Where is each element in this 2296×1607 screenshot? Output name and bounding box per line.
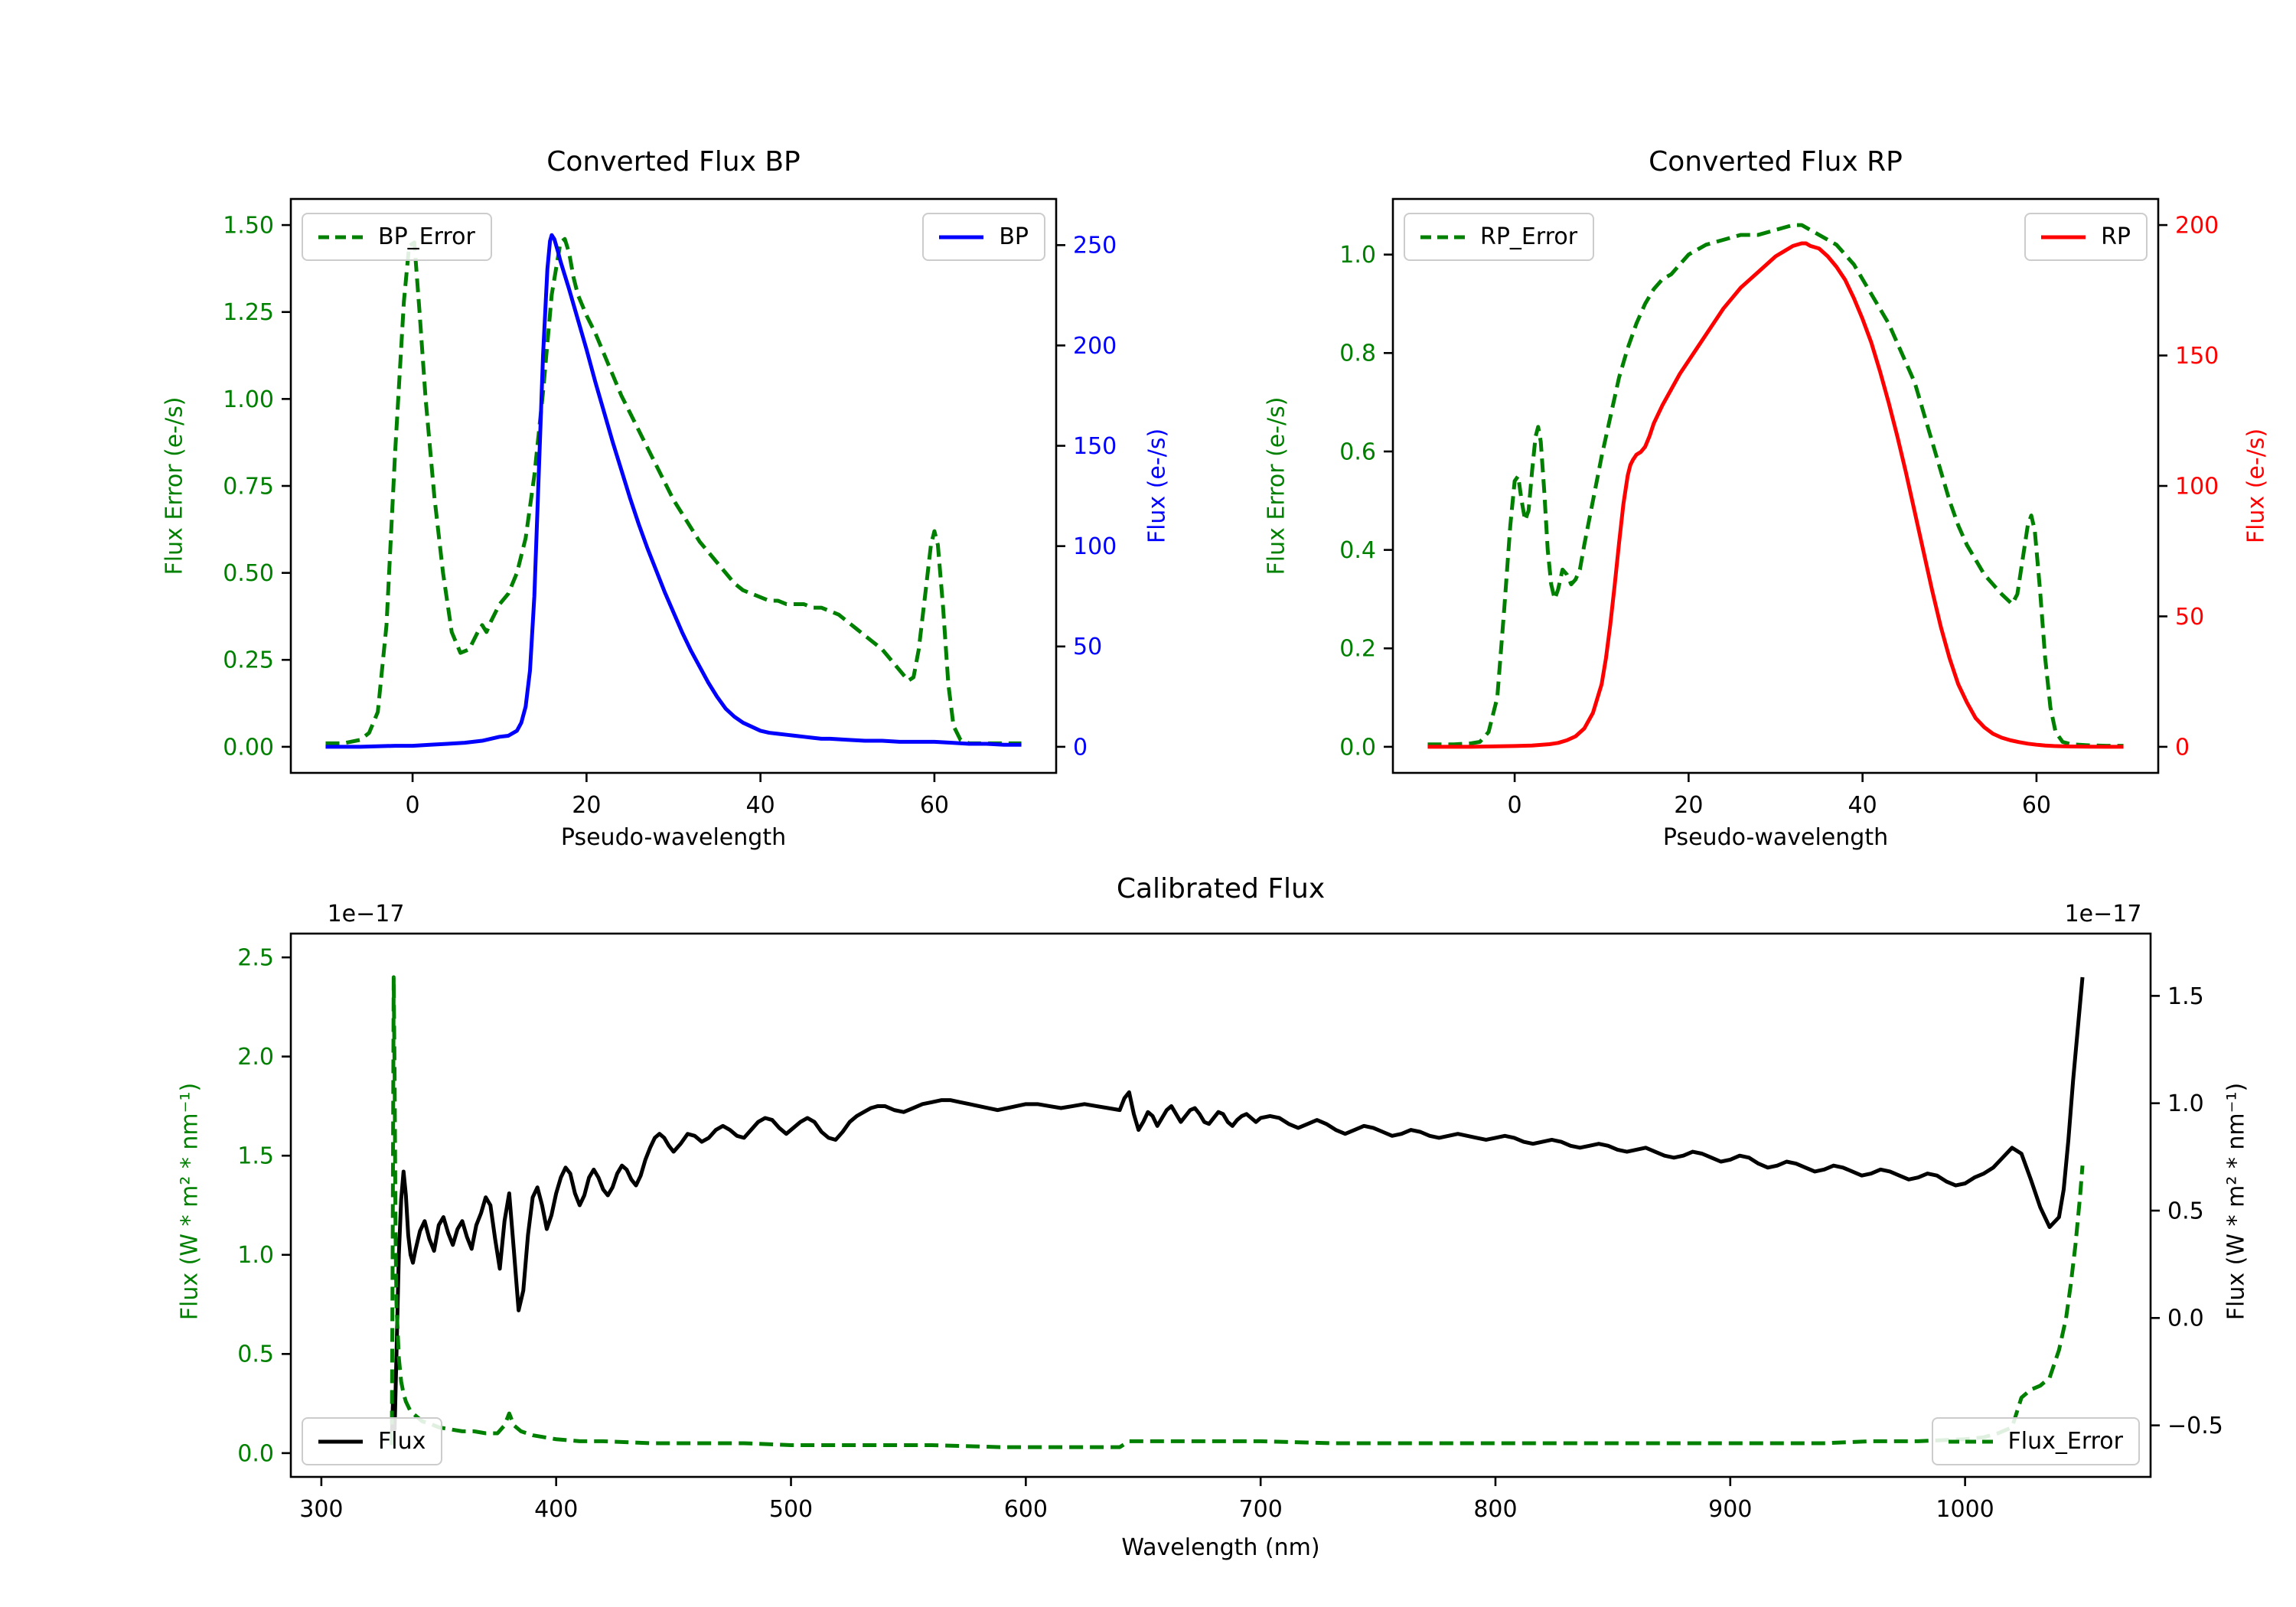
y-tick-label-right: 150 [1073,433,1117,460]
x-tick-label: 20 [572,792,601,819]
legend-label: BP [999,223,1029,250]
x-tick-label: 600 [1004,1496,1048,1523]
y-tick-label-right: −0.5 [2167,1413,2223,1439]
series-Flux [390,976,2085,1438]
legend-bp-error: BP_Error [302,213,492,261]
y-tick-label-left: 2.0 [237,1044,274,1071]
y-axis-label-rp-right: Flux (e-/s) [2242,428,2270,544]
x-axis-label-cal: Wavelength (nm) [1121,1534,1320,1561]
y-tick-label-left: 1.25 [223,299,274,326]
x-tick-label: 20 [1674,792,1703,819]
y-tick-label-left: 0.0 [237,1440,274,1467]
series-BP [325,233,1022,749]
y-tick-label-right: 0 [1073,734,1088,761]
dashed-line-icon [1948,1439,1993,1443]
y-tick-label-left: 0.00 [223,734,274,761]
x-tick-label: 300 [299,1496,343,1523]
solid-line-icon [2041,235,2086,239]
x-tick-label: 0 [1508,792,1522,819]
legend-label: Flux_Error [2007,1428,2123,1455]
plot-frame-rp [1391,197,2160,774]
series-RP [1427,241,2124,749]
legend-label: RP [2101,223,2131,250]
x-tick-label: 60 [920,792,949,819]
x-tick-label: 700 [1239,1496,1283,1523]
solid-line-icon [939,235,984,239]
legend-label: Flux [378,1428,426,1455]
legend-label: RP_Error [1480,223,1578,250]
x-axis-label-bp: Pseudo-wavelength [560,824,787,851]
y-tick-label-left: 1.0 [237,1242,274,1269]
y-axis-label-bp-right: Flux (e-/s) [1143,428,1171,544]
y-axis-label-cal-left: Flux (W * m² * nm⁻¹) [176,1082,204,1321]
y-tick-label-left: 0.5 [237,1341,274,1368]
y-tick-label-left: 1.5 [237,1143,274,1170]
x-tick-label: 60 [2022,792,2051,819]
y-tick-label-left: 0.25 [223,647,274,674]
legend-bp: BP [922,213,1045,261]
x-tick-label: 500 [769,1496,813,1523]
y-tick-label-left: 0.6 [1339,438,1376,465]
y-tick-label-right: 250 [1073,233,1117,259]
chart-title-cal: Calibrated Flux [1116,873,1326,905]
offset-text-right: 1e−17 [2064,901,2142,927]
y-tick-label-left: 1.00 [223,386,274,413]
y-tick-label-right: 100 [2175,473,2219,500]
dashed-line-icon [318,235,363,239]
y-tick-label-left: 2.5 [237,944,274,971]
legend-label: BP_Error [378,223,475,250]
y-tick-label-left: 0.50 [223,560,274,587]
y-tick-label-right: 0.5 [2167,1198,2204,1224]
y-tick-label-left: 1.50 [223,212,274,239]
y-tick-label-left: 1.0 [1339,242,1376,269]
solid-line-icon [318,1439,363,1443]
series-Flux_Error [390,975,2085,1449]
y-tick-label-right: 0.0 [2167,1305,2204,1332]
x-tick-label: 1000 [1936,1496,1994,1523]
x-tick-label: 40 [1848,792,1877,819]
y-tick-label-left: 0.2 [1339,636,1376,663]
y-tick-label-right: 150 [2175,343,2219,370]
y-tick-label-right: 50 [1073,634,1102,660]
legend-flux: Flux [302,1417,443,1465]
legend-rp-error: RP_Error [1404,213,1595,261]
y-tick-label-left: 0.75 [223,473,274,500]
chart-title-rp: Converted Flux RP [1649,146,1903,178]
x-tick-label: 800 [1473,1496,1517,1523]
y-axis-label-cal-right: Flux (W * m² * nm⁻¹) [2223,1082,2250,1321]
legend-flux-error: Flux_Error [1931,1417,2140,1465]
y-axis-label-bp-left: Flux Error (e-/s) [161,396,188,575]
series-RP_Error [1427,223,2124,748]
y-axis-label-rp-left: Flux Error (e-/s) [1263,396,1290,575]
plot-frame-cal [289,932,2152,1478]
offset-text-left: 1e−17 [327,901,405,927]
y-tick-label-right: 200 [2175,212,2219,239]
y-tick-label-left: 0.0 [1339,734,1376,761]
y-tick-label-right: 1.5 [2167,983,2204,1010]
y-tick-label-right: 1.0 [2167,1090,2204,1117]
y-tick-label-right: 50 [2175,604,2204,631]
x-tick-label: 900 [1708,1496,1752,1523]
y-tick-label-left: 0.8 [1339,341,1376,367]
legend-rp: RP [2024,213,2148,261]
dashed-line-icon [1420,235,1465,239]
x-tick-label: 40 [746,792,775,819]
y-tick-label-right: 0 [2175,734,2190,761]
y-tick-label-right: 100 [1073,533,1117,560]
y-tick-label-right: 200 [1073,333,1117,360]
chart-title-bp: Converted Flux BP [546,146,801,178]
x-tick-label: 400 [534,1496,578,1523]
x-tick-label: 0 [406,792,420,819]
x-axis-label-rp: Pseudo-wavelength [1662,824,1889,851]
series-BP_Error [325,236,1022,745]
y-tick-label-left: 0.4 [1339,537,1376,564]
